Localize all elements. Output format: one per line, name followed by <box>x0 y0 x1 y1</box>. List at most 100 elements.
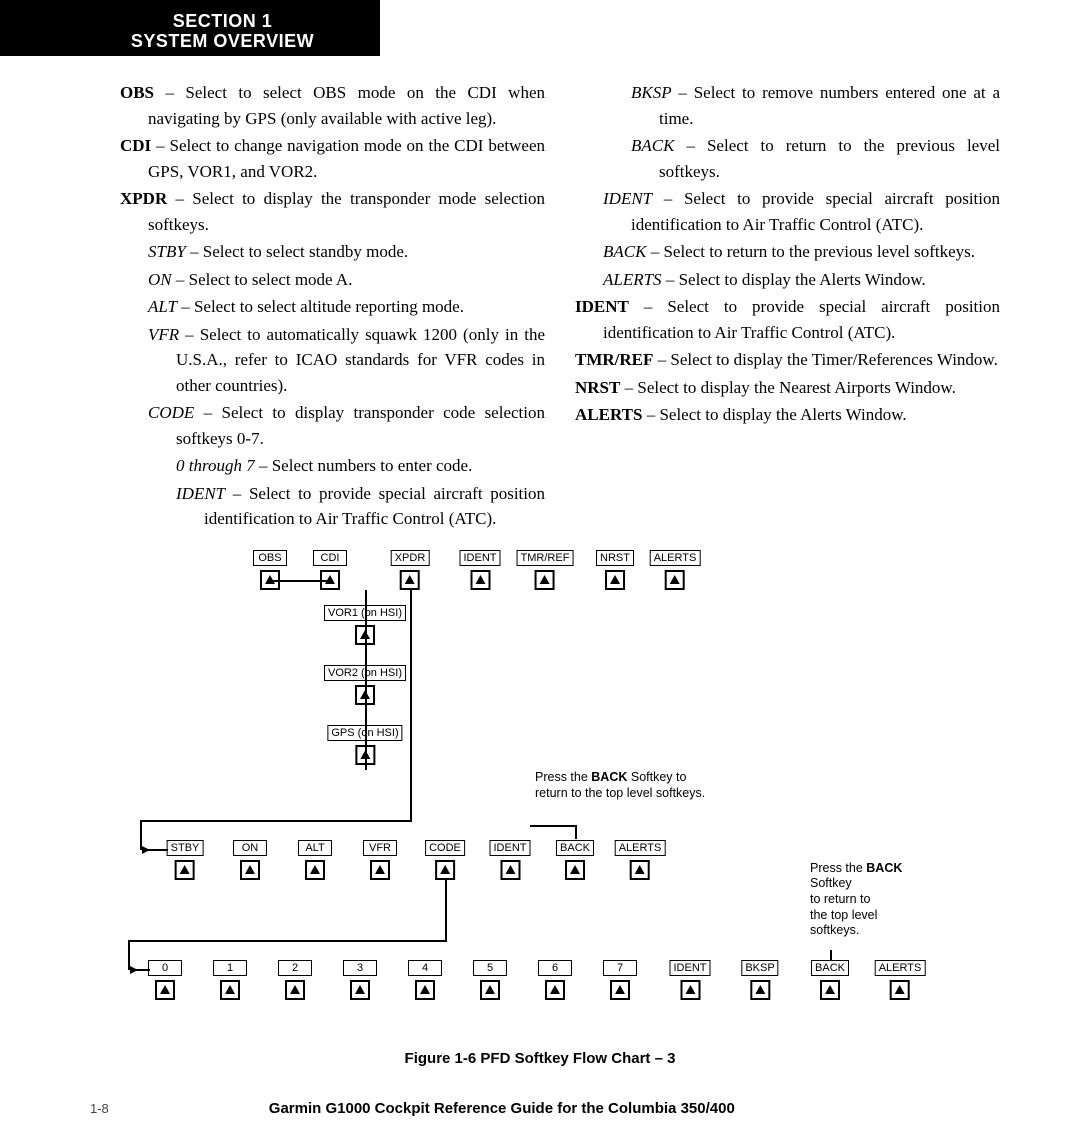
softkey-label: TMR/REF <box>517 550 574 566</box>
softkey-alerts: ALERTS <box>875 960 926 1000</box>
softkey-label: 5 <box>473 960 507 976</box>
softkey-label: 1 <box>213 960 247 976</box>
softkey-back: BACK <box>811 960 849 1000</box>
definition-entry: ON – Select to select mode A. <box>120 267 545 293</box>
connector-line <box>148 849 168 851</box>
figure-caption: Figure 1-6 PFD Softkey Flow Chart – 3 <box>0 1050 1080 1067</box>
softkey-xpdr: XPDR <box>391 550 430 590</box>
softkey-cdi: CDI <box>313 550 347 590</box>
up-arrow-icon <box>305 860 325 880</box>
up-arrow-icon <box>240 860 260 880</box>
up-arrow-icon <box>220 980 240 1000</box>
definition-entry: BACK – Select to return to the previous … <box>575 239 1000 265</box>
softkey-tmr-ref: TMR/REF <box>517 550 574 590</box>
softkey-stby: STBY <box>167 840 204 880</box>
softkey-label: IDENT <box>490 840 531 856</box>
softkey-vfr: VFR <box>363 840 397 880</box>
softkey-label: ALT <box>298 840 332 856</box>
up-arrow-icon <box>470 570 490 590</box>
softkey-label: BKSP <box>741 960 778 976</box>
up-arrow-icon <box>370 860 390 880</box>
softkey-nrst: NRST <box>596 550 634 590</box>
header-line2: SYSTEM OVERVIEW <box>75 32 370 52</box>
definition-entry: IDENT – Select to provide special aircra… <box>120 481 545 532</box>
definition-entry: VFR – Select to automatically squawk 120… <box>120 322 545 399</box>
definition-entry: STBY – Select to select standby mode. <box>120 239 545 265</box>
softkey-flowchart: Press the BACK Softkey to return to the … <box>120 550 1000 1030</box>
note-back-1: Press the BACK Softkey to return to the … <box>535 770 715 801</box>
softkey-label: ALERTS <box>650 550 701 566</box>
up-arrow-icon <box>545 980 565 1000</box>
up-arrow-icon <box>285 980 305 1000</box>
softkey-6: 6 <box>538 960 572 1000</box>
softkey-0: 0 <box>148 960 182 1000</box>
softkey-7: 7 <box>603 960 637 1000</box>
softkey-label: 7 <box>603 960 637 976</box>
note-back-2: Press the BACK Softkey to return to the … <box>810 845 930 939</box>
up-arrow-icon <box>415 980 435 1000</box>
section-header: SECTION 1 SYSTEM OVERVIEW <box>75 8 370 56</box>
definition-entry: IDENT – Select to provide special aircra… <box>575 186 1000 237</box>
softkey-label: IDENT <box>670 960 711 976</box>
softkey-code: CODE <box>425 840 465 880</box>
connector-line <box>365 590 367 770</box>
softkey-label: IDENT <box>460 550 501 566</box>
softkey-label: CODE <box>425 840 465 856</box>
up-arrow-icon <box>820 980 840 1000</box>
connector-line <box>140 820 412 822</box>
body-text: OBS – Select to select OBS mode on the C… <box>120 80 1000 534</box>
softkey-label: 0 <box>148 960 182 976</box>
softkey-label: CDI <box>313 550 347 566</box>
softkey-ident: IDENT <box>490 840 531 880</box>
softkey-back: BACK <box>556 840 594 880</box>
definition-entry: ALT – Select to select altitude reportin… <box>120 294 545 320</box>
up-arrow-icon <box>750 980 770 1000</box>
up-arrow-icon <box>500 860 520 880</box>
connector-line <box>575 825 577 839</box>
up-arrow-icon <box>610 980 630 1000</box>
softkey-label: 6 <box>538 960 572 976</box>
softkey-label: ALERTS <box>615 840 666 856</box>
left-column: OBS – Select to select OBS mode on the C… <box>120 80 545 534</box>
page-footer: 1-8 Garmin G1000 Cockpit Reference Guide… <box>90 1100 1000 1117</box>
up-arrow-icon <box>435 860 455 880</box>
softkey-obs: OBS <box>253 550 287 590</box>
softkey-label: ON <box>233 840 267 856</box>
definition-entry: 0 through 7 – Select numbers to enter co… <box>120 453 545 479</box>
up-arrow-icon <box>535 570 555 590</box>
softkey-label: NRST <box>596 550 634 566</box>
definition-entry: CDI – Select to change navigation mode o… <box>120 133 545 184</box>
softkey-label: OBS <box>253 550 287 566</box>
softkey-label: VFR <box>363 840 397 856</box>
page-number: 1-8 <box>90 1101 109 1116</box>
definition-entry: ALERTS – Select to display the Alerts Wi… <box>575 267 1000 293</box>
up-arrow-icon <box>400 570 420 590</box>
softkey-3: 3 <box>343 960 377 1000</box>
definition-entry: NRST – Select to display the Nearest Air… <box>575 375 1000 401</box>
connector-line <box>530 825 576 827</box>
softkey-label: 2 <box>278 960 312 976</box>
up-arrow-icon <box>565 860 585 880</box>
softkey-label: 4 <box>408 960 442 976</box>
header-line1: SECTION 1 <box>75 12 370 32</box>
softkey-4: 4 <box>408 960 442 1000</box>
connector-line <box>445 880 447 940</box>
softkey-alerts: ALERTS <box>615 840 666 880</box>
definition-entry: IDENT – Select to provide special aircra… <box>575 294 1000 345</box>
up-arrow-icon <box>480 980 500 1000</box>
connector-line <box>136 969 150 971</box>
definition-entry: XPDR – Select to display the transponder… <box>120 186 545 237</box>
up-arrow-icon <box>175 860 195 880</box>
softkey-label: BACK <box>811 960 849 976</box>
softkey-ident: IDENT <box>460 550 501 590</box>
softkey-label: ALERTS <box>875 960 926 976</box>
up-arrow-icon <box>680 980 700 1000</box>
definition-entry: BACK – Select to return to the previous … <box>575 133 1000 184</box>
softkey-1: 1 <box>213 960 247 1000</box>
up-arrow-icon <box>350 980 370 1000</box>
definition-entry: TMR/REF – Select to display the Timer/Re… <box>575 347 1000 373</box>
connector-line <box>128 940 447 942</box>
footer-title: Garmin G1000 Cockpit Reference Guide for… <box>269 1100 735 1117</box>
up-arrow-icon <box>890 980 910 1000</box>
connector-line <box>410 590 412 820</box>
